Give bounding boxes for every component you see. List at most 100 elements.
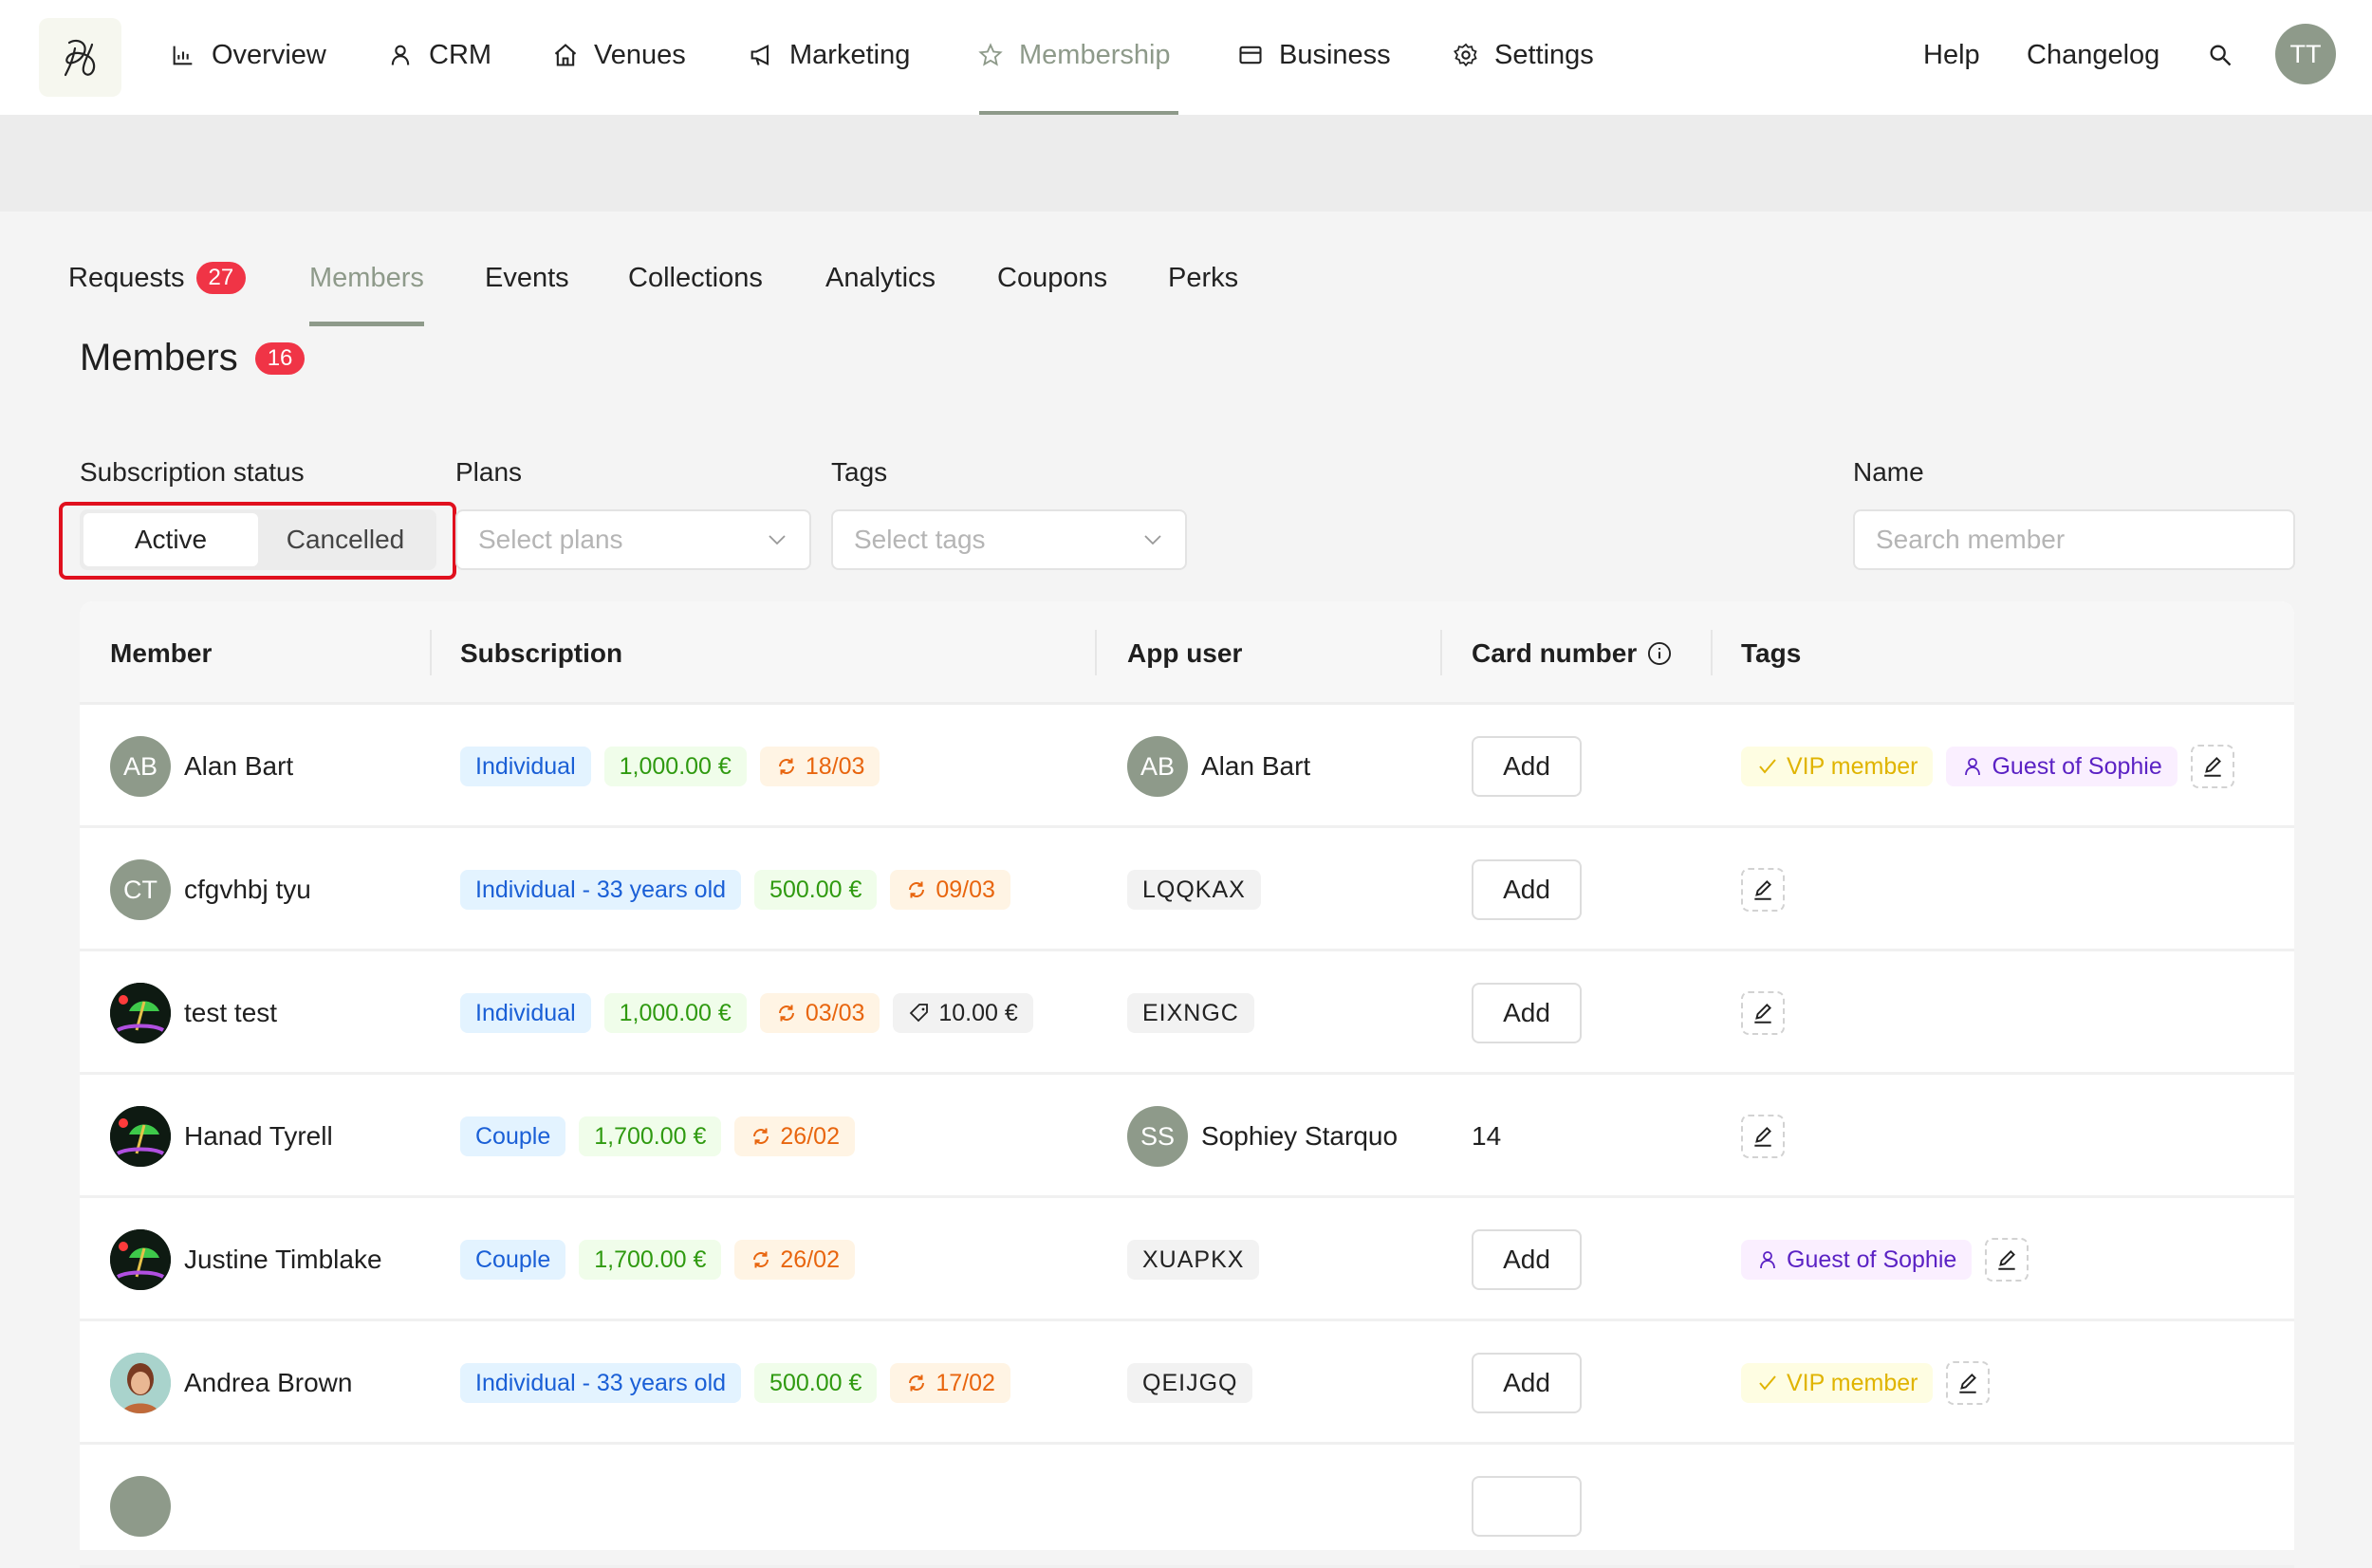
subscription-cell: Individual 1,000.00 € 03/03 10.00 €	[460, 951, 1033, 1075]
help-link[interactable]: Help	[1923, 34, 1980, 76]
member-avatar: SS	[1127, 1106, 1188, 1167]
highlight-box	[59, 502, 456, 580]
table-row[interactable]: CT cfgvhbj tyu Individual - 33 years old 50…	[80, 828, 2294, 951]
search-button[interactable]	[2207, 34, 2233, 76]
name-filter-label: Name	[1853, 457, 1924, 487]
edit-tags-button[interactable]	[1741, 868, 1785, 912]
subnav-item-requests[interactable]: Requests 27	[68, 257, 247, 299]
app-user-cell: XUAPKX	[1127, 1198, 1260, 1321]
search-member-input[interactable]	[1853, 509, 2295, 570]
plan-badge: Couple	[460, 1240, 566, 1280]
plan-badge: Individual - 33 years old	[460, 1363, 742, 1403]
nav-item-label: CRM	[429, 39, 492, 70]
app-user-name[interactable]: Sophiey Starquo	[1201, 1121, 1399, 1151]
tags-select[interactable]: Select tags	[831, 509, 1187, 570]
nav-item-membership[interactable]: Membership	[977, 34, 1171, 76]
member-avatar: CT	[110, 859, 171, 920]
member-cell: Justine Timblake	[110, 1198, 382, 1321]
nav-item-overview[interactable]: Overview	[170, 34, 326, 76]
nav-item-settings[interactable]: Settings	[1453, 34, 1594, 76]
app-user-cell: QEIJGQ	[1127, 1321, 1253, 1445]
subnav-item-members[interactable]: Members	[309, 257, 424, 299]
table-row[interactable]	[80, 1445, 2294, 1568]
nav-item-business[interactable]: Business	[1237, 34, 1391, 76]
table-row[interactable]: Hanad Tyrell Couple 1,700.00 € 26/02 SS Sophi…	[80, 1075, 2294, 1198]
tag-badge: Guest of Sophie	[1946, 747, 2177, 786]
app-user-cell: SS Sophiey Starquo	[1127, 1075, 1398, 1198]
column-app-user: App user	[1127, 637, 1243, 668]
subnav-item-label: Coupons	[997, 262, 1108, 293]
info-icon[interactable]	[1646, 640, 1673, 667]
subnav-item-events[interactable]: Events	[485, 257, 569, 299]
nav-item-label: Marketing	[789, 39, 911, 70]
refresh-icon	[909, 1374, 925, 1392]
table-row[interactable]: test test Individual 1,000.00 € 03/03 10.00 …	[80, 951, 2294, 1075]
member-name[interactable]: test test	[184, 998, 278, 1027]
subnav-item-collections[interactable]: Collections	[628, 257, 763, 299]
member-name[interactable]: Andrea Brown	[184, 1368, 353, 1397]
edit-tags-button[interactable]	[2190, 745, 2234, 788]
add-card-button[interactable]: Add	[1472, 1229, 1582, 1290]
column-divider	[1440, 630, 1442, 675]
subnav-item-coupons[interactable]: Coupons	[997, 257, 1107, 299]
column-subscription: Subscription	[460, 637, 623, 668]
add-card-button[interactable]: Add	[1472, 983, 1582, 1043]
pencil-icon	[1998, 1249, 2016, 1270]
price-badge: 500.00 €	[754, 1363, 878, 1403]
member-name[interactable]: cfgvhbj tyu	[184, 875, 311, 904]
table-row[interactable]: Andrea Brown Individual - 33 years old 500…	[80, 1321, 2294, 1445]
table-row[interactable]: Justine Timblake Couple 1,700.00 € 26/02 XUA…	[80, 1198, 2294, 1321]
plan-badge: Individual - 33 years old	[460, 870, 742, 910]
chevron-down-icon	[769, 535, 786, 545]
table-header: Member Subscription App user Card number…	[80, 601, 2294, 705]
edit-tags-button[interactable]	[1741, 1115, 1785, 1158]
nav-item-label: Overview	[212, 39, 326, 70]
table-row[interactable]: AB Alan Bart Individual 1,000.00 € 18/03 AB Al…	[80, 705, 2294, 828]
column-divider	[430, 630, 432, 675]
edit-tags-button[interactable]	[1946, 1361, 1991, 1405]
member-avatar	[110, 1353, 171, 1413]
tag-badge: Guest of Sophie	[1741, 1240, 1973, 1280]
subnav-item-label: Analytics	[825, 262, 936, 293]
status-cancelled-option[interactable]: Cancelled	[286, 525, 405, 554]
logo-icon	[64, 39, 95, 76]
edit-tags-button[interactable]	[1985, 1238, 2029, 1282]
tag-badge: VIP member	[1741, 747, 1934, 786]
subnav-item-analytics[interactable]: Analytics	[825, 257, 936, 299]
plan-badge: Individual	[460, 747, 591, 786]
member-name[interactable]: Alan Bart	[184, 751, 294, 781]
renewal-date: 18/03	[805, 752, 865, 780]
search-icon	[2210, 45, 2232, 66]
nav-item-marketing[interactable]: Marketing	[748, 34, 910, 76]
gear-icon	[1453, 43, 1477, 67]
changelog-link[interactable]: Changelog	[2027, 34, 2159, 76]
megaphone-icon	[751, 44, 769, 66]
card-icon	[1239, 46, 1262, 65]
status-active-option[interactable]: Active	[83, 513, 258, 566]
refresh-icon	[753, 1128, 769, 1145]
top-navigation: Overview CRM Venues Marketing Membership Busi…	[0, 0, 2372, 115]
bar-chart-icon	[173, 46, 193, 65]
user-avatar[interactable]: TT	[2275, 24, 2336, 84]
add-card-button[interactable]: Add	[1472, 1353, 1582, 1413]
member-avatar: AB	[110, 736, 171, 797]
subnav-item-perks[interactable]: Perks	[1168, 257, 1238, 299]
add-card-button[interactable]	[1472, 1476, 1582, 1537]
member-name[interactable]: Hanad Tyrell	[184, 1121, 333, 1151]
nav-item-crm[interactable]: CRM	[387, 34, 491, 76]
nav-item-venues[interactable]: Venues	[552, 34, 686, 76]
refresh-icon	[778, 1005, 794, 1022]
add-card-button[interactable]: Add	[1472, 736, 1582, 797]
member-name[interactable]: Justine Timblake	[184, 1245, 382, 1274]
pencil-icon	[1754, 879, 1771, 900]
member-avatar	[110, 1106, 171, 1167]
member-cell: AB Alan Bart	[110, 705, 293, 828]
add-card-button[interactable]: Add	[1472, 859, 1582, 920]
plans-select[interactable]: Select plans	[455, 509, 811, 570]
app-logo[interactable]	[39, 18, 121, 97]
app-invite-code: QEIJGQ	[1127, 1363, 1253, 1403]
subnav-item-label: Collections	[628, 262, 763, 293]
edit-tags-button[interactable]	[1741, 991, 1785, 1035]
card-number-cell: Add	[1472, 1198, 1582, 1321]
app-user-name[interactable]: Alan Bart	[1201, 751, 1311, 781]
